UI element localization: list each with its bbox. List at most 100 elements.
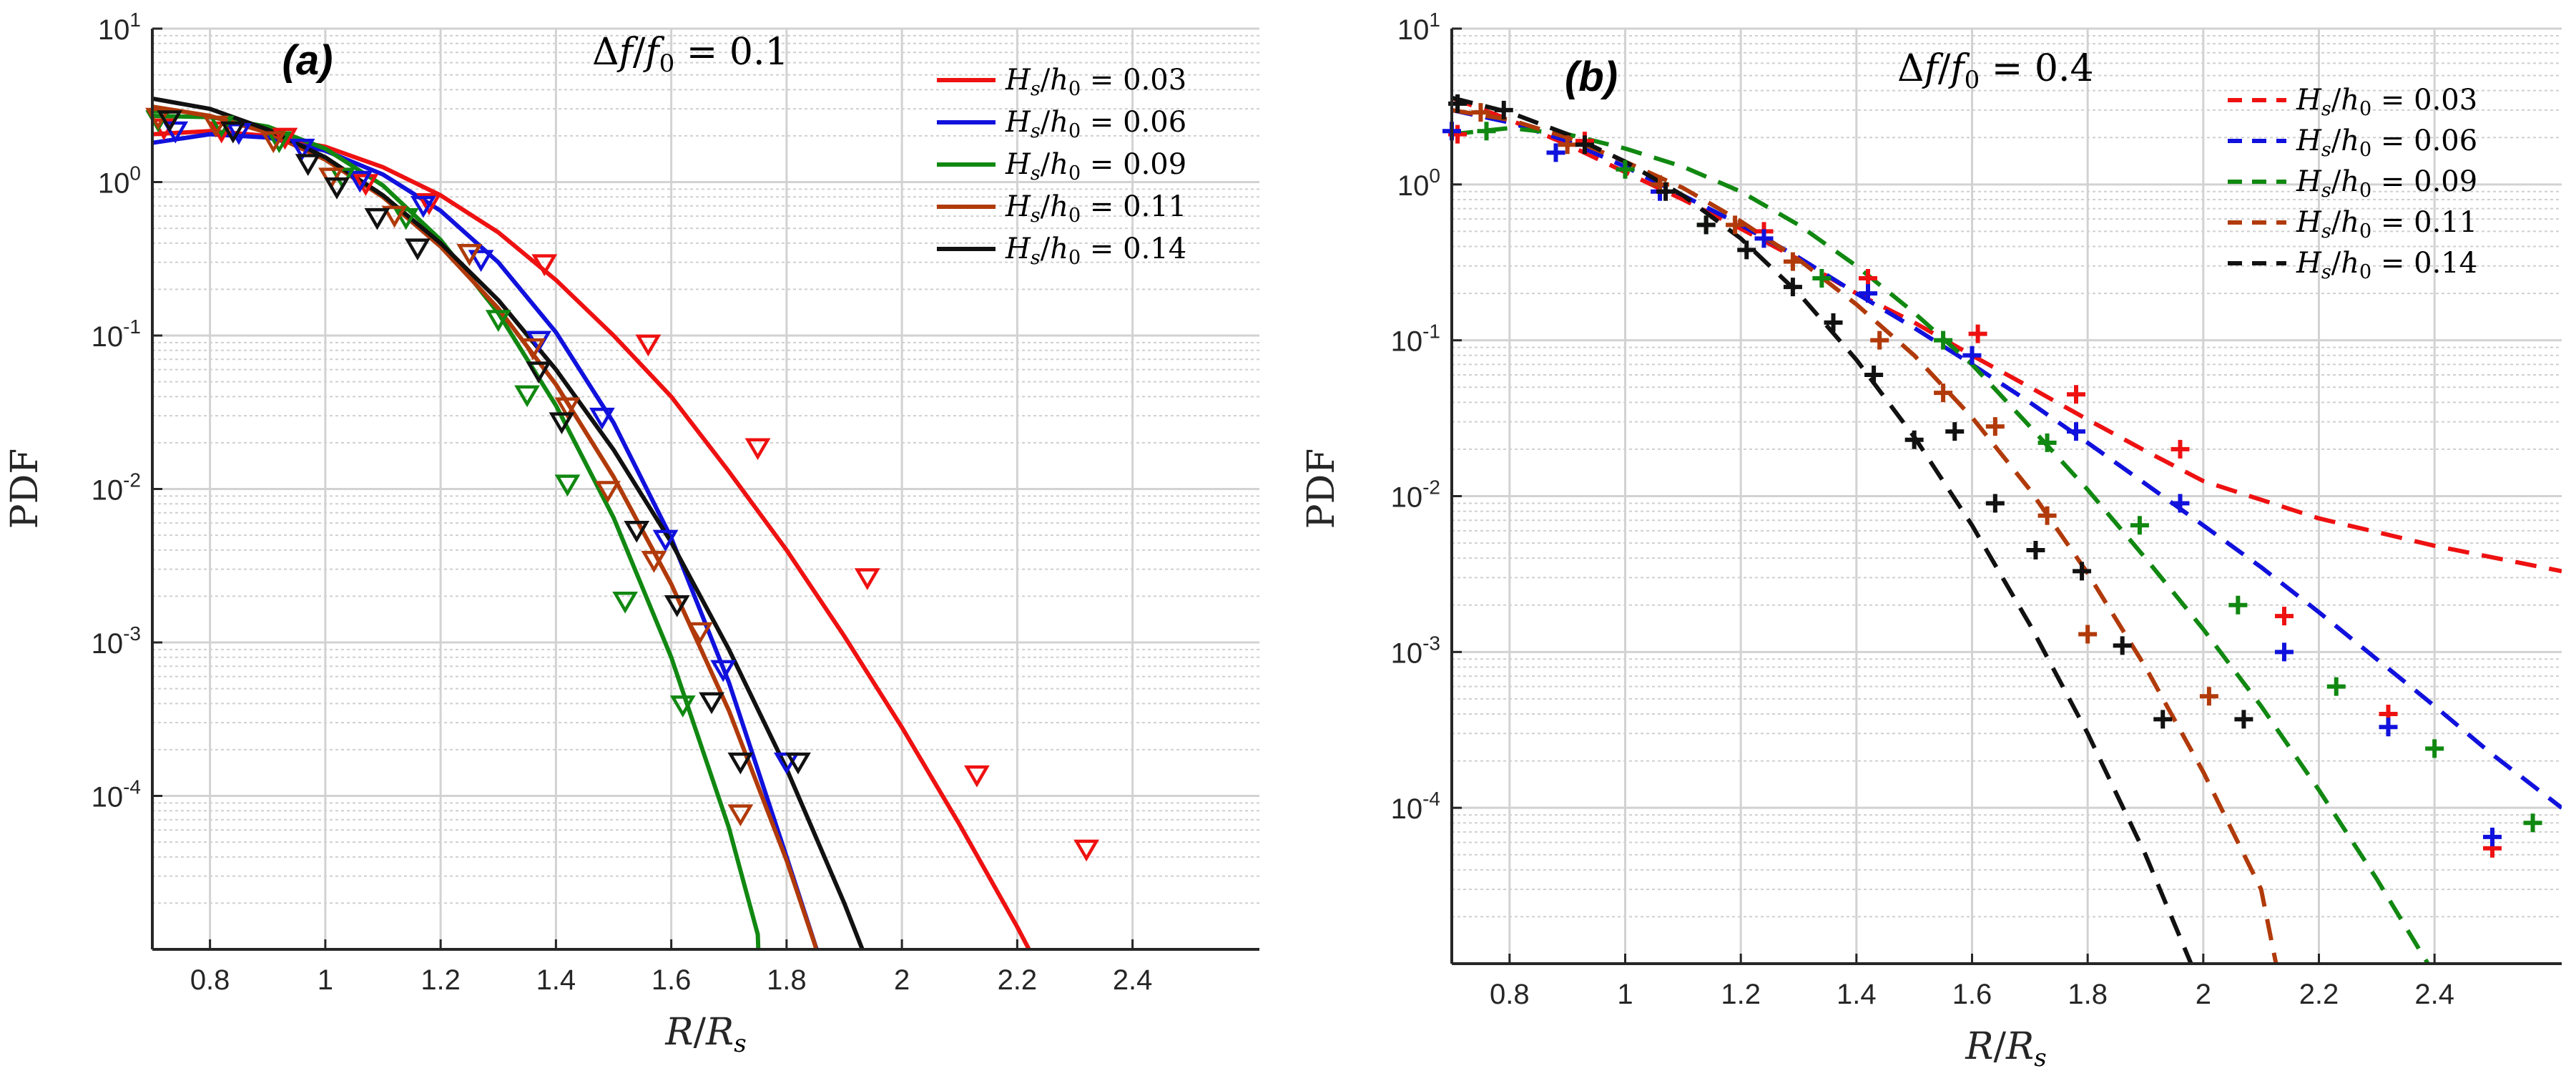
y-tick-exponent: -3	[1422, 632, 1440, 654]
data-marker-triangle	[549, 412, 575, 435]
panel-label: (b)	[1565, 54, 1618, 100]
data-marker-triangle	[295, 154, 321, 177]
data-marker-triangle	[157, 110, 183, 132]
legend-h-sub: s	[2321, 139, 2331, 161]
data-marker-triangle	[456, 244, 483, 266]
x-label-r: R	[1965, 1025, 1993, 1068]
data-marker-triangle	[727, 804, 754, 827]
y-tick-base: 10	[1391, 326, 1423, 358]
panel-title: Δf/f0 = 0.1	[592, 31, 789, 78]
y-tick-label: 10-3	[92, 622, 141, 660]
y-tick-label: 10-4	[1391, 788, 1440, 825]
legend-h: H	[2296, 247, 2322, 280]
y-tick-base: 10	[98, 168, 130, 200]
data-marker-plus	[1904, 430, 1924, 449]
data-marker-plus	[1471, 103, 1490, 122]
data-marker-plus	[1945, 422, 1965, 441]
data-marker-plus	[1783, 278, 1802, 297]
legend-value: = 0.11	[2371, 206, 2477, 239]
legend-value: = 0.09	[2371, 165, 2477, 198]
legend-h-sub: s	[1031, 205, 1041, 227]
legend-h0: h	[1050, 148, 1068, 181]
legend-entry: Hs/h0 = 0.09	[1005, 148, 1186, 185]
legend-value: = 0.14	[1081, 233, 1186, 265]
series-line	[152, 132, 820, 949]
legend-h0: h	[2341, 165, 2359, 198]
data-marker-plus	[1494, 100, 1513, 119]
data-marker-plus	[1726, 215, 1745, 235]
title-slash: /	[633, 31, 646, 74]
title-value: = 0.4	[1980, 47, 2093, 90]
data-marker-plus	[1546, 143, 1565, 162]
data-marker-plus	[1656, 182, 1676, 201]
legend-h: H	[2296, 124, 2322, 157]
data-marker-plus	[1985, 494, 2005, 513]
data-marker-triangle	[554, 397, 581, 420]
legend-h0: h	[2341, 84, 2359, 117]
data-marker-triangle	[416, 193, 442, 215]
x-label-rs: R	[2005, 1025, 2034, 1068]
legend-value: = 0.11	[1081, 190, 1186, 223]
y-tick-exponent: 1	[129, 9, 141, 31]
data-marker-plus	[1558, 135, 1577, 155]
data-marker-triangle	[612, 591, 639, 614]
y-tick-exponent: 1	[1429, 9, 1440, 31]
data-marker-triangle	[404, 238, 431, 261]
legend-value: = 0.03	[1081, 64, 1186, 97]
legend-entry: Hs/h0 = 0.14	[1005, 233, 1186, 269]
data-marker-plus	[1783, 252, 1802, 271]
title-slash: /	[1938, 47, 1951, 90]
legend-h-sub: s	[1031, 247, 1041, 269]
data-marker-triangle	[526, 361, 552, 384]
legend-h0-sub: 0	[2359, 220, 2371, 243]
x-tick-label: 2.2	[2299, 979, 2339, 1010]
x-axis-label: R/Rs	[664, 1011, 746, 1058]
data-marker-triangle	[220, 121, 246, 144]
legend-slash: /	[2331, 124, 2341, 157]
data-marker-triangle	[664, 595, 690, 617]
legend-slash: /	[1041, 190, 1051, 223]
legend-h-sub: s	[2321, 261, 2331, 283]
data-marker-plus	[2153, 710, 2173, 729]
y-tick-exponent: -1	[123, 315, 141, 338]
legend-h: H	[1005, 148, 1031, 181]
panel-a: 0.8 1 1.2 1.4 1.6 1.8 2 2.2 2.410110010-110-210-…	[4, 9, 1259, 1058]
data-marker-triangle	[531, 254, 558, 277]
legend-h0: h	[1050, 233, 1068, 265]
data-marker-plus	[2037, 506, 2057, 525]
series-markers	[1442, 94, 2542, 858]
legend-slash: /	[2331, 247, 2341, 280]
data-marker-plus	[2523, 813, 2542, 833]
title-value: = 0.1	[674, 31, 788, 74]
data-marker-triangle	[624, 520, 650, 543]
data-marker-triangle	[162, 121, 189, 144]
data-marker-triangle	[964, 765, 990, 788]
legend-h0-sub: 0	[1068, 78, 1081, 100]
legend-h0: h	[1050, 64, 1068, 97]
data-marker-plus	[2037, 433, 2057, 452]
data-marker-triangle	[652, 529, 679, 552]
data-marker-plus	[2425, 739, 2444, 758]
legend-slash: /	[1041, 64, 1051, 97]
data-marker-plus	[1870, 331, 1889, 350]
panel-label: (a)	[282, 37, 333, 84]
y-tick-label: 10-1	[92, 315, 141, 353]
y-axis-label: PDF	[1300, 449, 1343, 529]
title-f0-sub: 0	[659, 49, 675, 78]
legend-h-sub: s	[1031, 162, 1041, 185]
y-tick-label: 100	[98, 162, 141, 200]
data-marker-plus	[2026, 541, 2045, 560]
y-tick-base: 10	[92, 782, 124, 813]
panel-b: 0.8 1 1.2 1.4 1.6 1.8 2 2.2 2.410110010-110-210-…	[1300, 9, 2562, 1072]
y-tick-exponent: -4	[123, 776, 141, 798]
data-marker-plus	[2130, 516, 2149, 535]
title-f0-sub: 0	[1965, 66, 1980, 94]
legend-h0-sub: 0	[2359, 180, 2371, 202]
legend-h: H	[2296, 84, 2322, 117]
data-marker-triangle	[468, 250, 494, 273]
x-tick-label: 0.8	[190, 964, 230, 996]
y-tick-exponent: -4	[1422, 788, 1440, 810]
data-marker-triangle	[485, 310, 511, 333]
